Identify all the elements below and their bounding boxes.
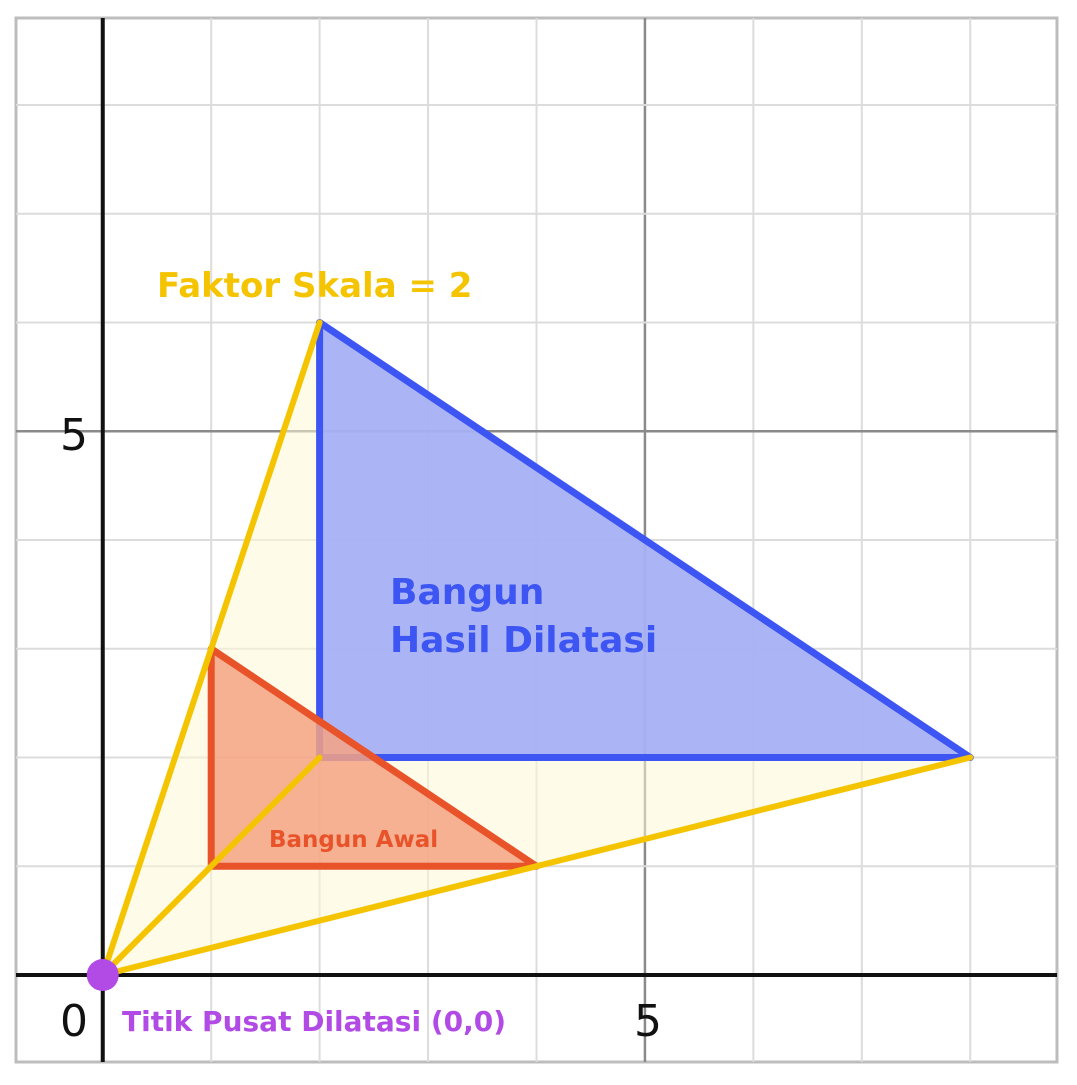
dilation-ray [99,319,323,978]
dilation-ray [99,754,974,978]
original-triangle [207,645,540,870]
original-shape-label: Bangun Awal [269,827,438,853]
dilated-triangle [316,319,974,761]
scale-factor-label: Faktor Skala = 2 [157,266,472,306]
dilation-ray [99,754,323,978]
center-point [86,959,119,991]
dilated-shape-label-line1: Bangun [390,572,544,613]
tick-label-origin: 0 [60,996,88,1047]
dilation-rays [99,319,974,978]
tick-label-x5: 5 [634,996,662,1047]
axes [16,18,1057,1062]
center-point-label: Titik Pusat Dilatasi (0,0) [122,1005,506,1038]
tick-label-y5: 5 [60,410,88,461]
dilated-shape-label-line2: Hasil Dilatasi [390,620,657,661]
